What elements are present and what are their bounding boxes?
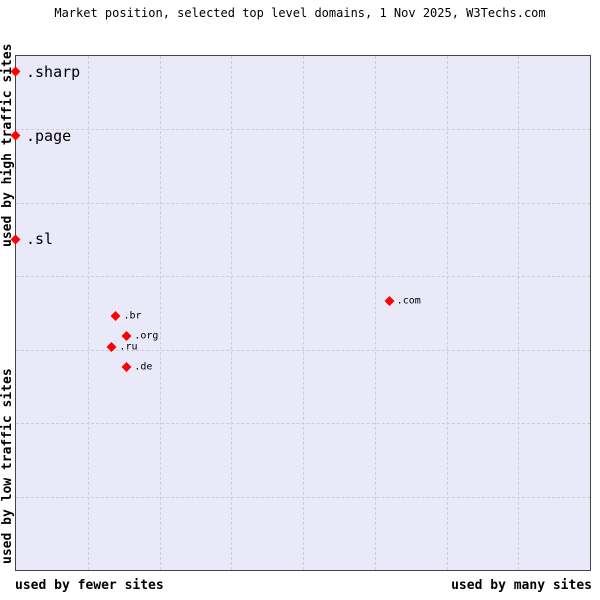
data-point-label: .ru xyxy=(119,341,138,353)
data-point-label: .org xyxy=(134,330,159,342)
diamond-marker-icon xyxy=(10,234,21,245)
data-point-sharp: .sharp xyxy=(10,62,81,81)
diamond-marker-icon xyxy=(384,296,395,307)
diamond-marker-icon xyxy=(10,66,21,77)
data-point-page: .page xyxy=(10,126,72,145)
data-point-label: .com xyxy=(396,295,421,307)
grid-line-horizontal xyxy=(16,423,590,425)
grid-line-horizontal xyxy=(16,496,590,498)
data-point-de: .de xyxy=(121,361,153,373)
data-point-sl: .sl xyxy=(10,230,54,249)
data-point-label: .de xyxy=(134,361,153,373)
data-point-ru: .ru xyxy=(106,341,138,353)
grid-line-vertical xyxy=(446,56,448,570)
data-point-org: .org xyxy=(121,330,159,342)
data-point-label: .page xyxy=(26,126,72,145)
grid-line-vertical xyxy=(374,56,376,570)
diamond-marker-icon xyxy=(106,341,117,352)
grid-line-horizontal xyxy=(16,349,590,351)
grid-line-vertical xyxy=(87,56,89,570)
data-point-label: .sl xyxy=(26,230,54,249)
data-point-com: .com xyxy=(384,295,421,307)
data-point-br: .br xyxy=(110,310,142,322)
plot-area: .sharp .page .sl .com .br .org .ru .de xyxy=(10,55,591,571)
x-axis-label-fewer-sites: used by fewer sites xyxy=(15,578,164,593)
chart-title: Market position, selected top level doma… xyxy=(54,6,546,20)
grid-line-vertical xyxy=(518,56,520,570)
diamond-marker-icon xyxy=(121,362,132,372)
diamond-marker-icon xyxy=(121,331,132,342)
y-axis-label-low-traffic: used by low traffic sites xyxy=(0,368,15,564)
data-point-label: .sharp xyxy=(26,62,81,81)
data-point-label: .br xyxy=(123,310,142,322)
diamond-marker-icon xyxy=(10,130,21,141)
diamond-marker-icon xyxy=(110,311,121,322)
grid-line-vertical xyxy=(159,56,161,570)
x-axis-label-many-sites: used by many sites xyxy=(451,578,592,593)
grid-line-horizontal xyxy=(16,276,590,278)
grid-line-vertical xyxy=(231,56,233,570)
grid-line-vertical xyxy=(303,56,304,570)
grid-line-horizontal xyxy=(16,129,590,131)
grid-line-horizontal xyxy=(16,202,590,204)
